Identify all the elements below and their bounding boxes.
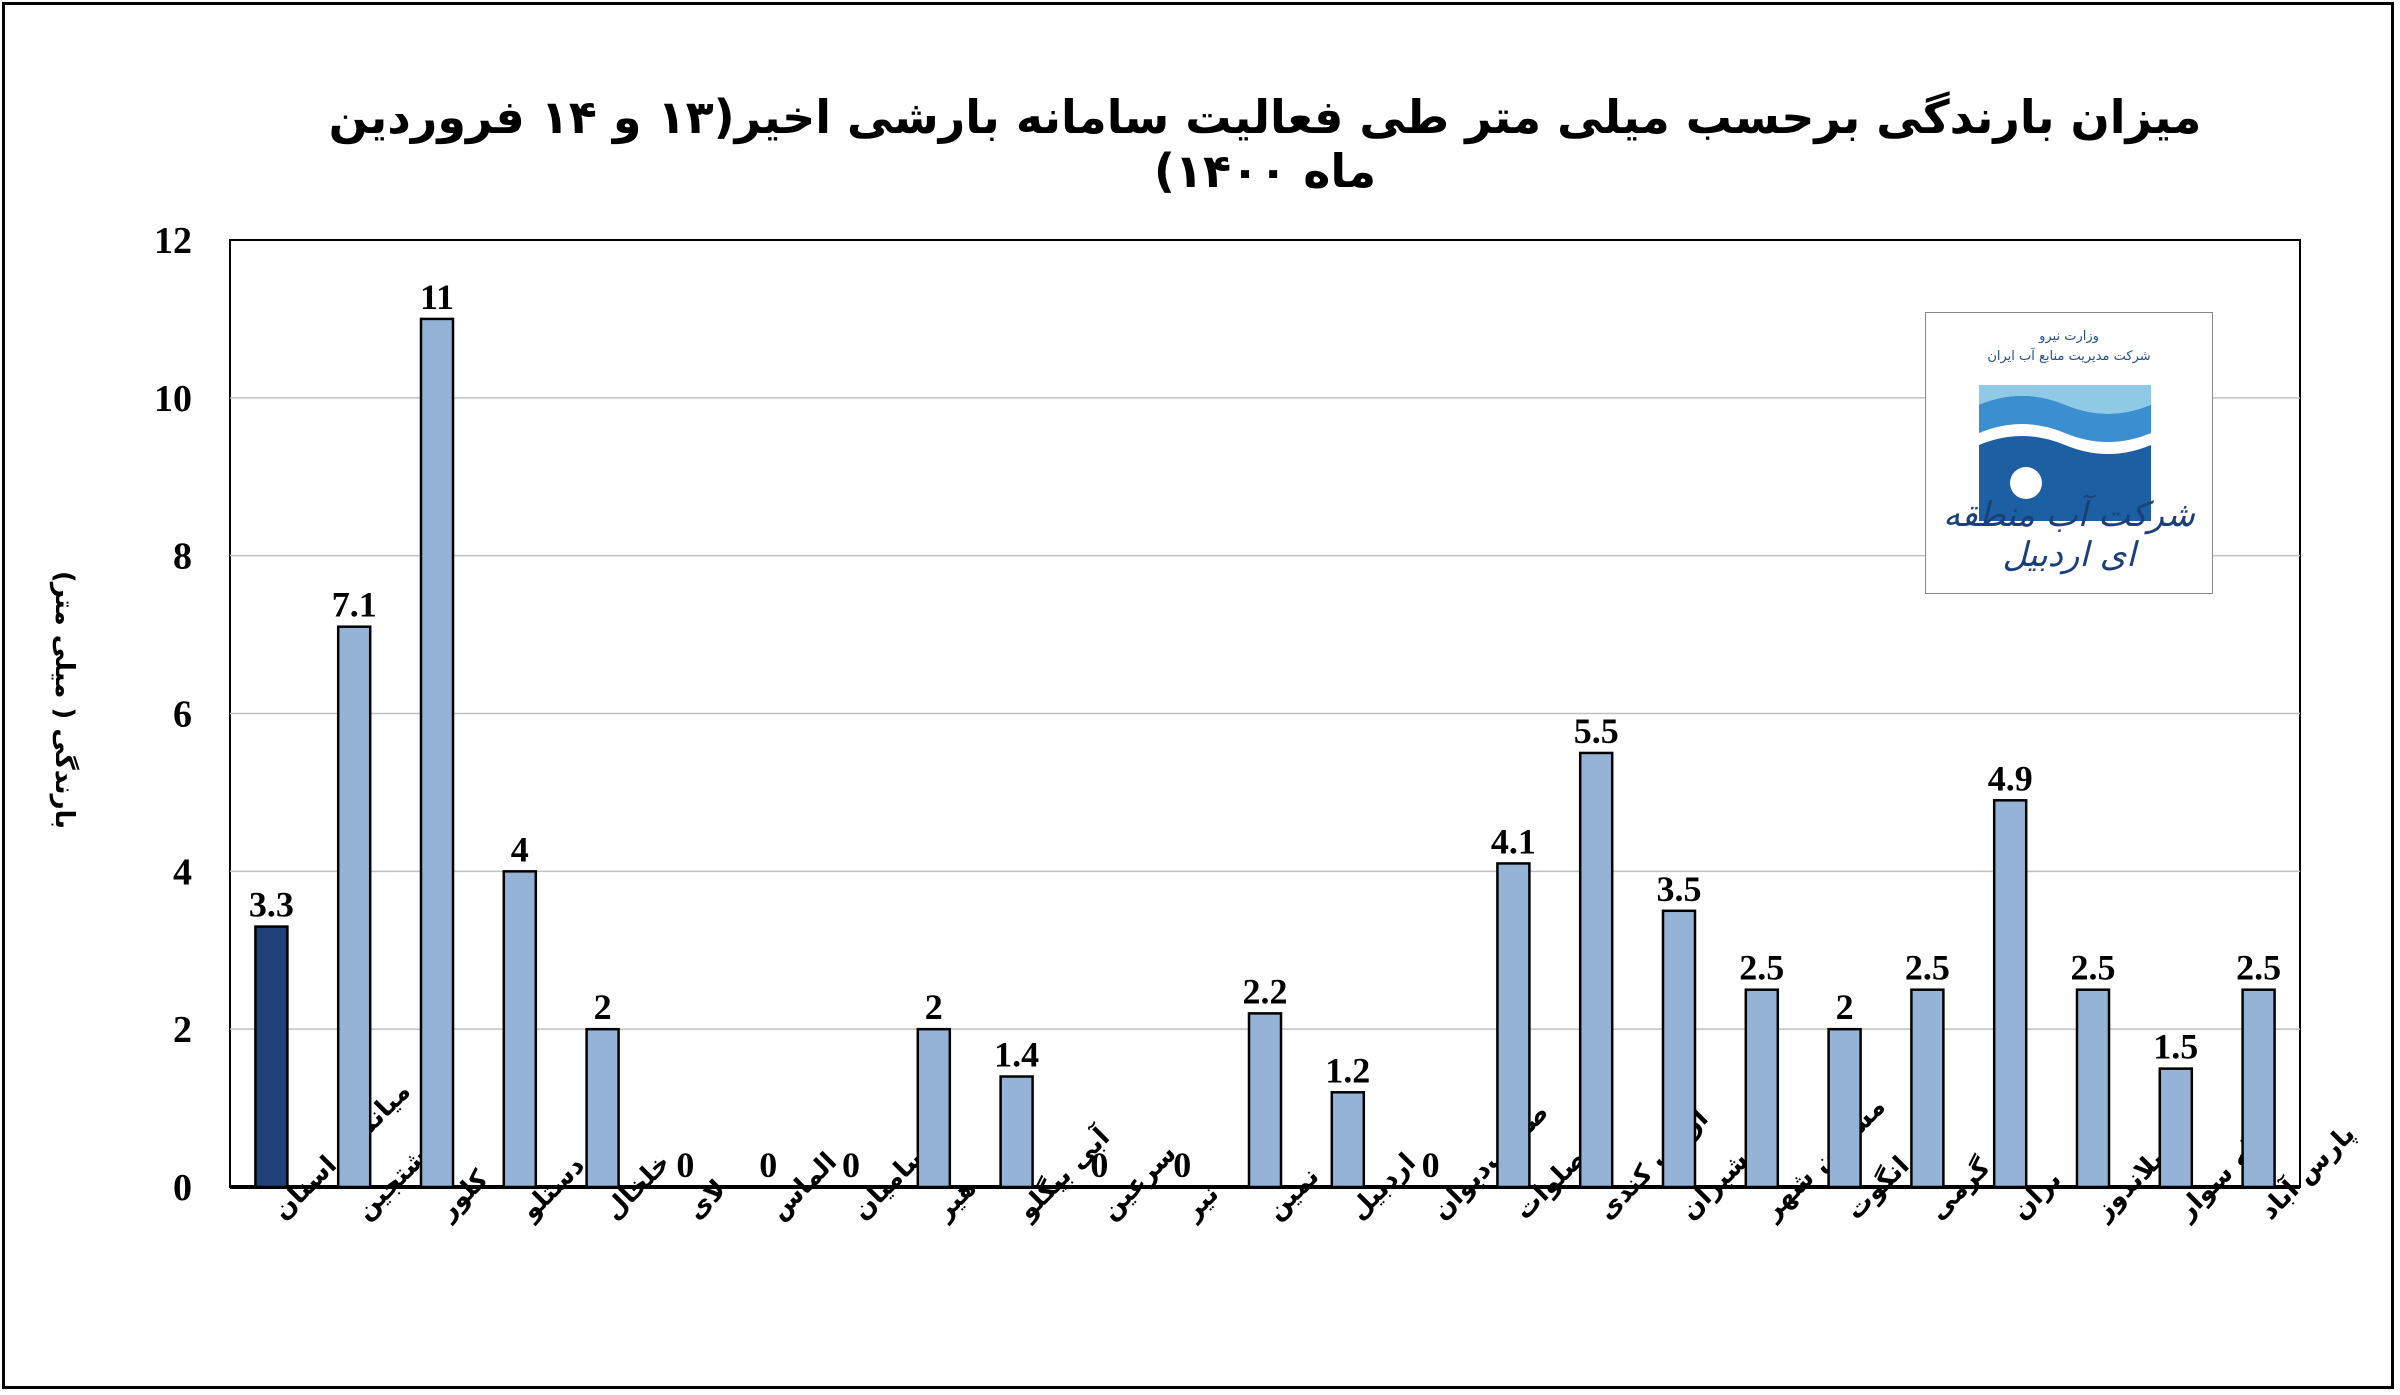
data-label: 1.4 <box>994 1035 1039 1075</box>
chart-title: میزان بارندگی برحسب میلی متر طی فعالیت س… <box>328 90 2202 198</box>
bar <box>1744 988 1780 1189</box>
data-label: 0 <box>1173 1145 1191 1185</box>
data-label: 0 <box>676 1145 694 1185</box>
water-wave-icon <box>1979 385 2151 521</box>
data-label: 2.2 <box>1243 971 1288 1011</box>
data-label: 11 <box>420 277 454 317</box>
data-label: 3.3 <box>249 885 294 925</box>
bar <box>1496 862 1531 1189</box>
data-label: 4.1 <box>1491 821 1536 861</box>
bar <box>1661 909 1697 1189</box>
bar <box>336 625 372 1189</box>
data-label: 0 <box>759 1145 777 1185</box>
bar <box>585 1027 620 1189</box>
data-label: 2 <box>1836 987 1854 1027</box>
logo-light-wave <box>1979 385 2151 414</box>
bar <box>1827 1027 1862 1189</box>
logo-ministry-text: وزارت نیرو شرکت مدیریت منابع آب ایران <box>1926 327 2212 367</box>
y-tick-label: 2 <box>173 1009 192 1051</box>
logo-sun <box>2010 467 2042 499</box>
data-label: 2.5 <box>2071 948 2116 988</box>
data-label: 2 <box>594 987 612 1027</box>
bar <box>1330 1091 1366 1189</box>
y-tick-label: 12 <box>154 220 192 262</box>
bar <box>2075 988 2111 1189</box>
data-label: 3.5 <box>1657 869 1702 909</box>
bar <box>254 925 289 1189</box>
data-label: 2.5 <box>1739 948 1784 988</box>
y-tick-label: 6 <box>173 694 192 736</box>
data-label: 1.2 <box>1325 1050 1370 1090</box>
data-label: 0 <box>1090 1145 1108 1185</box>
company-logo: وزارت نیرو شرکت مدیریت منابع آب ایران شر… <box>1925 312 2213 594</box>
bar <box>502 870 538 1189</box>
bar <box>1247 1012 1283 1189</box>
y-tick-label: 8 <box>173 536 192 578</box>
bar <box>1992 799 2028 1189</box>
data-label: 2.5 <box>1905 948 1950 988</box>
y-tick-label: 4 <box>173 851 192 893</box>
logo-top-line-1: وزارت نیرو <box>2039 329 2099 344</box>
bar <box>1578 751 1614 1189</box>
logo-mid-wave <box>1979 396 2151 442</box>
logo-company-name: شرکت آب منطقه ای اردبیل <box>1943 495 2195 575</box>
data-label: 4.9 <box>1988 758 2033 798</box>
logo-white-wave <box>1979 424 2151 454</box>
logo-top-line-2: شرکت مدیریت منابع آب ایران <box>1987 349 2151 364</box>
data-label: 0 <box>842 1145 860 1185</box>
data-label: 0 <box>1422 1145 1440 1185</box>
data-label: 4 <box>511 829 529 869</box>
data-label: 1.5 <box>2153 1027 2198 1067</box>
y-tick-label: 10 <box>154 378 192 420</box>
bar <box>2158 1067 2194 1189</box>
data-label: 7.1 <box>332 585 377 625</box>
bar <box>2241 988 2276 1189</box>
data-label: 2.5 <box>2236 948 2281 988</box>
bar <box>419 317 455 1189</box>
data-label: 5.5 <box>1574 711 1619 751</box>
bar <box>916 1027 952 1189</box>
data-label: 2 <box>925 987 943 1027</box>
bar <box>1910 988 1945 1189</box>
y-tick-label: 0 <box>173 1167 192 1209</box>
bar <box>999 1075 1034 1189</box>
